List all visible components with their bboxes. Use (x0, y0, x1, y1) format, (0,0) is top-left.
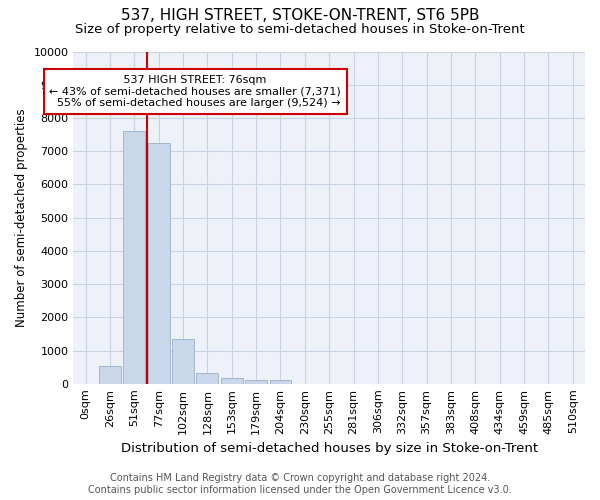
X-axis label: Distribution of semi-detached houses by size in Stoke-on-Trent: Distribution of semi-detached houses by … (121, 442, 538, 455)
Y-axis label: Number of semi-detached properties: Number of semi-detached properties (15, 108, 28, 327)
Text: 537 HIGH STREET: 76sqm   
← 43% of semi-detached houses are smaller (7,371)
  55: 537 HIGH STREET: 76sqm ← 43% of semi-det… (49, 75, 341, 108)
Bar (245, 380, 267, 384)
Bar (148, 143, 170, 384)
Bar (124, 132, 145, 384)
Text: Size of property relative to semi-detached houses in Stoke-on-Trent: Size of property relative to semi-detach… (75, 22, 525, 36)
Bar (269, 380, 292, 384)
Bar (172, 339, 194, 384)
Bar (221, 378, 243, 384)
Text: Contains HM Land Registry data © Crown copyright and database right 2024.
Contai: Contains HM Land Registry data © Crown c… (88, 474, 512, 495)
Bar (99, 366, 121, 384)
Bar (196, 373, 218, 384)
Text: 537, HIGH STREET, STOKE-ON-TRENT, ST6 5PB: 537, HIGH STREET, STOKE-ON-TRENT, ST6 5P… (121, 8, 479, 22)
